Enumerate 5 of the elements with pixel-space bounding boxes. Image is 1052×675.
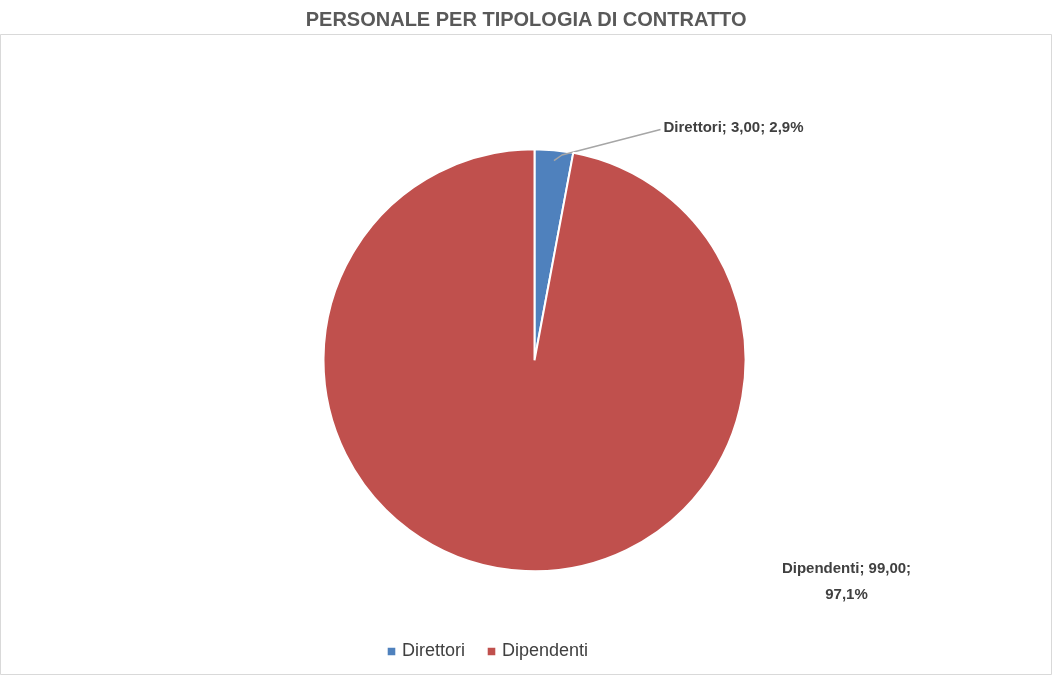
legend-label: Direttori bbox=[402, 640, 466, 661]
data-label: Direttori; 3,00; 2,9% bbox=[663, 118, 804, 136]
chart-title: PERSONALE PER TIPOLOGIA DI CONTRATTO bbox=[305, 7, 747, 30]
legend-label: Dipendenti bbox=[502, 640, 589, 661]
data-label: Dipendenti; 99,00; 97,1% bbox=[781, 559, 912, 602]
